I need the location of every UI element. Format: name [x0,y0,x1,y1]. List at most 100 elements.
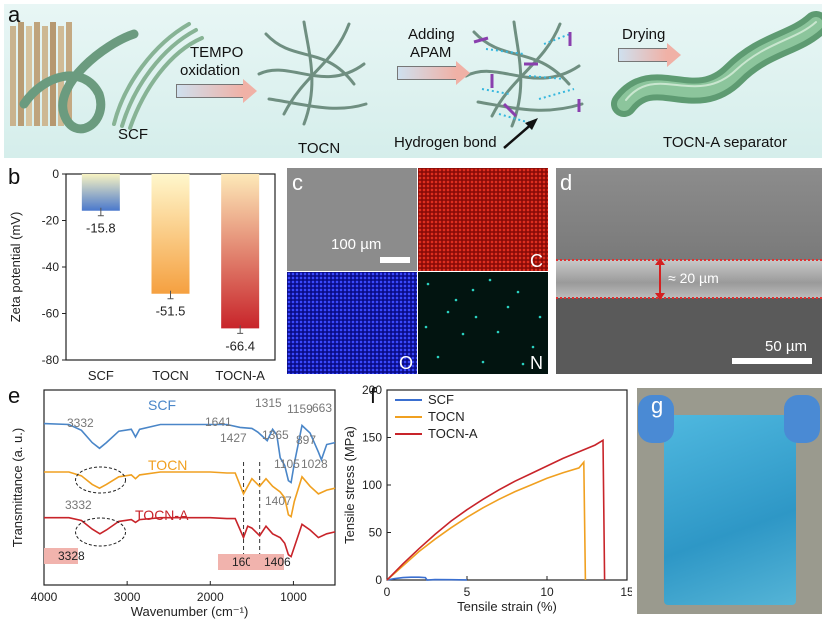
label-drying: Drying [622,26,666,43]
ftir-xtick-label: 1000 [280,590,307,604]
ftir-peak-label: 1159 [287,402,313,416]
label-oxidation: oxidation [180,62,241,79]
tensile-xtick-label: 0 [384,585,391,599]
scf-fiber-illustration [19,22,204,134]
zeta-category-label: TOCN-A [215,368,265,383]
ftir-peak-label: 1641 [205,415,232,429]
tensile-ytick-label: 100 [362,478,382,492]
ftir-series-SCF [43,422,336,484]
zeta-ytick-label: 0 [52,167,59,181]
ftir-oh-circle [75,466,127,494]
tensile-series-TOCN-A [386,438,606,581]
ftir-highlight-box [250,554,284,570]
ftir-xtick-label: 3000 [114,590,141,604]
ftir-series-label: TOCN-A [135,507,189,523]
ftir-series-label: SCF [148,397,176,413]
label-apam: APAM [410,44,452,61]
tensile-series-TOCN [386,460,587,581]
tensile-legend-label: TOCN-A [428,426,478,441]
panel-label-g: g [651,393,664,418]
ftir-peak-label: 1427 [220,431,247,445]
scale-label-c: 100 µm [331,236,382,253]
tensile-legend-label: SCF [428,392,454,407]
zeta-potential-chart: 0 -20 -40 -60 -80 Zeta potential (mV) -15.8 SCF… [8,167,276,383]
tensile-series-SCF [386,576,468,581]
carbon-map [418,168,548,271]
arrow-drying [618,43,681,67]
scale-bar-c [380,257,410,263]
ftir-series-TOCN-A [44,516,336,558]
zeta-ytick-label: -40 [42,260,60,274]
map-label-o: O [399,353,414,373]
zeta-ytick-label: -20 [42,214,60,228]
separator-film-photo [664,415,796,605]
ftir-series-TOCN [44,471,336,519]
schematic-drawing [10,11,822,149]
ftir-oh-circle [75,517,127,547]
ftir-peak-label: 1365 [262,428,289,442]
tensile-ytick-label: 50 [369,526,383,540]
ftir-xlabel: Wavenumber (cm⁻¹) [131,604,249,619]
ftir-peak-label: 1105 [274,457,300,471]
zeta-value-label: -15.8 [86,221,116,236]
right-glove [784,395,820,443]
ftir-chart: 4000 3000 2000 1000 Wavenumber (cm⁻¹) Transmi… [10,389,336,619]
zeta-bar-TOCN-A [221,174,260,329]
label-hydrogen-bond: Hydrogen bond [394,134,497,151]
layer-top-boundary [556,259,822,261]
zeta-bar-TOCN [151,174,190,294]
tensile-ytick-label: 0 [375,573,382,587]
scale-label-d: 50 µm [765,338,807,355]
tensile-legend-label: TOCN [428,409,465,424]
panel-label-c: c [292,170,303,195]
ftir-xtick-label: 2000 [197,590,224,604]
panel-label-a: a [8,2,21,27]
panel-label-e: e [8,383,21,408]
tensile-ytick-label: 150 [362,431,382,445]
layer-bottom-boundary [556,297,822,299]
ftir-xtick-label: 4000 [31,590,58,604]
map-label-c: C [530,251,543,271]
oxygen-map [287,272,417,374]
map-label-n: N [530,353,543,373]
ftir-peak-label: 897 [296,433,316,447]
zeta-ylabel: Zeta potential (mV) [8,212,23,323]
arrow-apam [397,61,470,85]
label-separator: TOCN-A separator [663,134,787,151]
zeta-value-label: -66.4 [225,338,255,353]
ftir-peak-label: 1315 [255,396,282,410]
zeta-ytick-label: -60 [42,307,60,321]
ftir-highlight-box [218,554,252,570]
left-glove [638,395,674,443]
scale-bar-d [732,358,812,364]
label-tocn: TOCN [298,140,341,157]
ftir-peak-label: 3332 [65,498,92,512]
ftir-peak-label: 1407 [265,494,292,508]
zeta-bar-SCF [81,174,120,211]
thickness-label: ≈ 20 µm [668,270,719,286]
apam-chains [473,32,581,118]
label-scf: SCF [118,126,148,143]
ftir-peak-label: 1406 [264,555,291,569]
ftir-peak-label: 1028 [301,457,328,471]
tocn-network-illustration [257,20,368,126]
tensile-xtick-label: 15 [620,585,632,599]
panel-label-b: b [8,164,21,189]
label-adding: Adding [408,26,455,43]
nitrogen-map [418,272,548,374]
tensile-ylabel: Tensile stress (MPa) [342,426,357,544]
tensile-xtick-label: 5 [464,585,471,599]
thickness-arrow [655,258,665,300]
zeta-category-label: TOCN [152,368,189,383]
zeta-ytick-label: -80 [42,353,60,367]
sem-image-c [287,168,417,271]
label-tempo: TEMPO [190,44,244,61]
ftir-peak-label: 663 [312,401,332,415]
tensile-xtick-label: 10 [540,585,554,599]
ftir-ylabel: Transmittance (a. u.) [10,428,25,547]
panel-label-d: d [560,170,573,195]
ftir-plot-frame [43,389,336,586]
separator-layer [556,260,822,298]
separator-film-illustration [611,11,822,117]
